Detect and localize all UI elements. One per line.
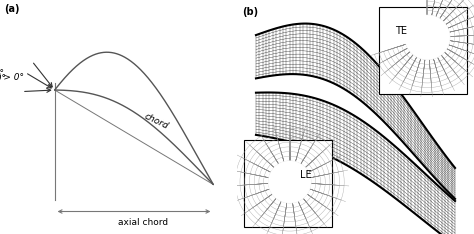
Text: i < 0°: i < 0° (0, 74, 6, 83)
Circle shape (405, 15, 450, 59)
Text: axial chord: axial chord (118, 218, 168, 227)
Text: i = 0°: i = 0° (0, 69, 4, 78)
Text: LE: LE (300, 170, 311, 180)
Text: (a): (a) (4, 4, 19, 15)
Text: i > 0°: i > 0° (0, 73, 24, 82)
Circle shape (268, 161, 311, 203)
Text: chord: chord (142, 112, 169, 131)
Text: TE: TE (395, 26, 407, 36)
Bar (244, 140, 332, 227)
Text: (b): (b) (242, 7, 258, 17)
Bar (379, 7, 467, 94)
